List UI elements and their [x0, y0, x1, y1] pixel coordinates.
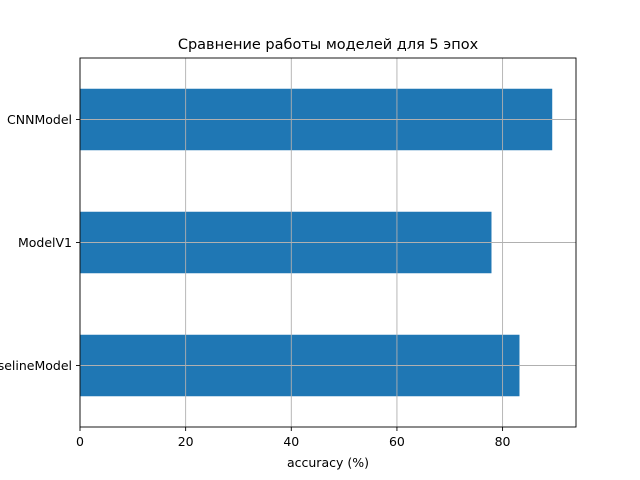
x-tick-label-60: 60: [389, 434, 405, 449]
y-tick-label-modelv1: ModelV1: [18, 235, 72, 250]
x-axis-label: accuracy (%): [287, 455, 369, 470]
x-tick-label-80: 80: [495, 434, 511, 449]
y-tick-label-baselinemodel: BaselineModel: [0, 358, 72, 373]
plot-area: 0 20 40 60 80 BaselineModel ModelV1 CNNModel: [0, 57, 577, 449]
x-tick-label-20: 20: [178, 434, 194, 449]
x-tick-label-40: 40: [283, 434, 299, 449]
x-tick-label-0: 0: [76, 434, 84, 449]
y-tick-label-cnnmodel: CNNModel: [7, 112, 72, 127]
chart-title: Сравнение работы моделей для 5 эпох: [178, 37, 479, 53]
